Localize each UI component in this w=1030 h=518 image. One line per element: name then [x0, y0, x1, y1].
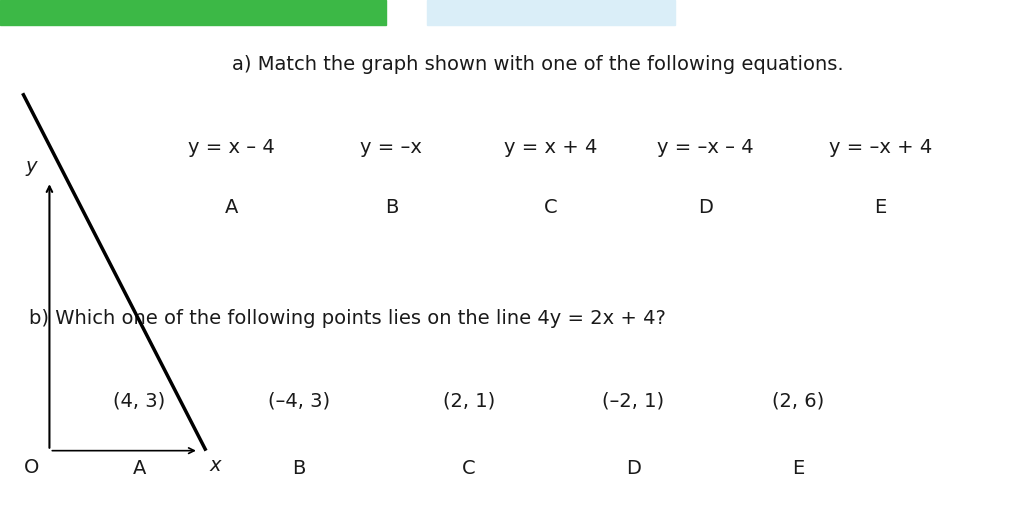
Text: C: C [544, 198, 558, 217]
Text: E: E [792, 459, 804, 478]
Text: x: x [209, 456, 220, 475]
Text: (–4, 3): (–4, 3) [268, 392, 330, 411]
Text: y = –x: y = –x [360, 138, 422, 157]
Text: y = x – 4: y = x – 4 [188, 138, 275, 157]
Text: E: E [874, 198, 887, 217]
Text: y = –x + 4: y = –x + 4 [829, 138, 932, 157]
Text: B: B [385, 198, 398, 217]
Bar [0, 0, 386, 25]
Text: y = x + 4: y = x + 4 [505, 138, 597, 157]
Bar [427, 0, 675, 25]
Text: D: D [698, 198, 713, 217]
Text: y = –x – 4: y = –x – 4 [657, 138, 754, 157]
Text: B: B [293, 459, 305, 478]
Text: A: A [133, 459, 145, 478]
Text: A: A [226, 198, 238, 217]
Text: (4, 3): (4, 3) [113, 392, 165, 411]
Text: (–2, 1): (–2, 1) [603, 392, 664, 411]
Text: y: y [25, 157, 37, 176]
Text: a) Match the graph shown with one of the following equations.: a) Match the graph shown with one of the… [232, 55, 844, 74]
Text: O: O [25, 458, 39, 478]
Text: C: C [461, 459, 476, 478]
Text: (2, 6): (2, 6) [772, 392, 824, 411]
Text: b) Which one of the following points lies on the line 4y = 2x + 4?: b) Which one of the following points lie… [29, 309, 665, 328]
Text: D: D [626, 459, 641, 478]
Text: (2, 1): (2, 1) [443, 392, 494, 411]
